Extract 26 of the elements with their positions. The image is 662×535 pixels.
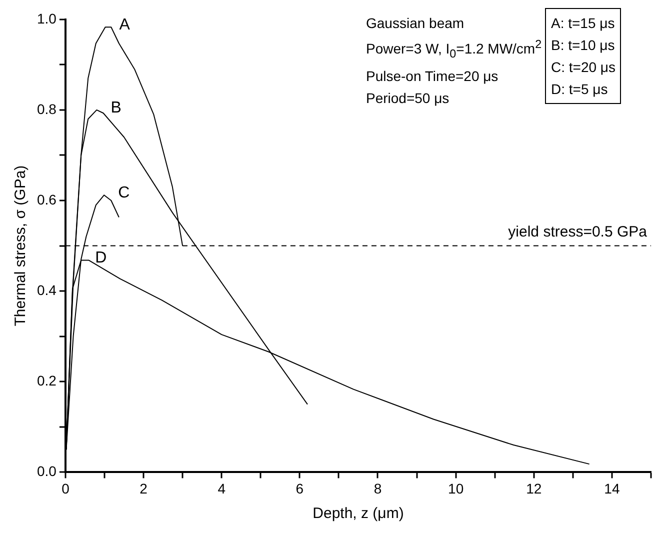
x-tick-label: 4 — [218, 480, 226, 496]
series-label: C — [118, 184, 130, 202]
annotation: Pulse-on Time=20 μs — [366, 67, 500, 86]
x-tick-label: 0 — [62, 480, 70, 496]
x-tick-label: 10 — [448, 480, 464, 496]
annotation: Gaussian beam — [366, 14, 466, 33]
y-tick-label: 0.6 — [36, 191, 57, 208]
series-label: A — [119, 16, 130, 34]
x-axis-title: Depth, z (μm) — [312, 505, 404, 522]
x-tick-label: 8 — [374, 480, 382, 496]
annotation: A: t=15 μs B: t=10 μs C: t=20 μs D: t=5 μs — [545, 8, 622, 104]
series-label: D — [95, 250, 107, 267]
y-tick-label: 0.0 — [36, 463, 57, 480]
x-tick-label: 14 — [604, 480, 620, 496]
series-label: B — [110, 99, 122, 116]
annotation: Power=3 W, I$_{0}$=1.2 MW/cm$^{2}$ — [366, 37, 542, 62]
x-tick-label: 6 — [296, 480, 304, 496]
y-axis-title: Thermal stress, σ (GPa) — [12, 165, 30, 326]
y-tick-label: 0.2 — [36, 372, 57, 388]
annotation: Period=50 μs — [366, 89, 450, 108]
x-tick-label: 2 — [140, 480, 148, 496]
y-tick-label: 0.8 — [36, 100, 57, 117]
y-tick-label: 1.0 — [36, 10, 57, 26]
y-tick-label: 0.4 — [36, 282, 57, 298]
ref-line-label: yield stress=0.5 GPa — [508, 223, 648, 240]
x-tick-label: 12 — [526, 480, 542, 496]
